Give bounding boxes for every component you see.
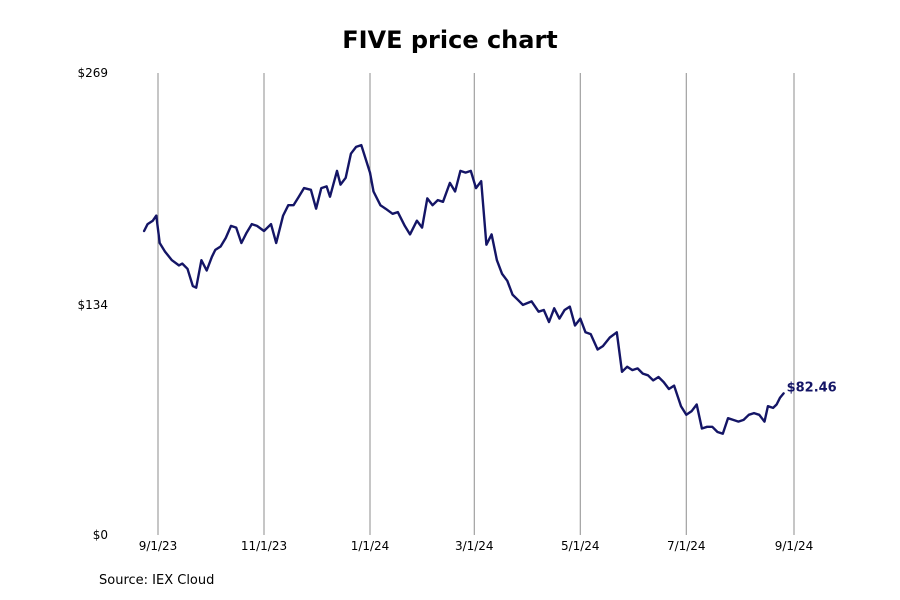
x-tick-label: 7/1/24 (667, 539, 706, 553)
chart-title: FIVE price chart (342, 26, 558, 54)
x-axis-ticks: 9/1/23 11/1/23 1/1/24 3/1/24 5/1/24 7/1/24 9/1… (139, 539, 814, 553)
gridlines (157, 73, 795, 535)
source-note: Source: IEX Cloud (99, 573, 215, 588)
x-tick-label: 9/1/24 (775, 539, 814, 553)
price-series-line (142, 143, 785, 435)
x-tick-label: 3/1/24 (455, 539, 494, 553)
x-tick-label: 1/1/24 (351, 539, 390, 553)
x-tick-label: 11/1/23 (241, 539, 287, 553)
series-layer (142, 143, 785, 435)
y-axis-ticks: $0 $134 $269 (77, 66, 108, 542)
x-tick-label: 5/1/24 (561, 539, 600, 553)
x-tick-label: 9/1/23 (139, 539, 178, 553)
last-price-label: $82.46 (787, 380, 837, 395)
y-tick-label: $269 (77, 66, 108, 80)
y-tick-label: $134 (77, 298, 108, 312)
y-tick-label: $0 (93, 528, 108, 542)
